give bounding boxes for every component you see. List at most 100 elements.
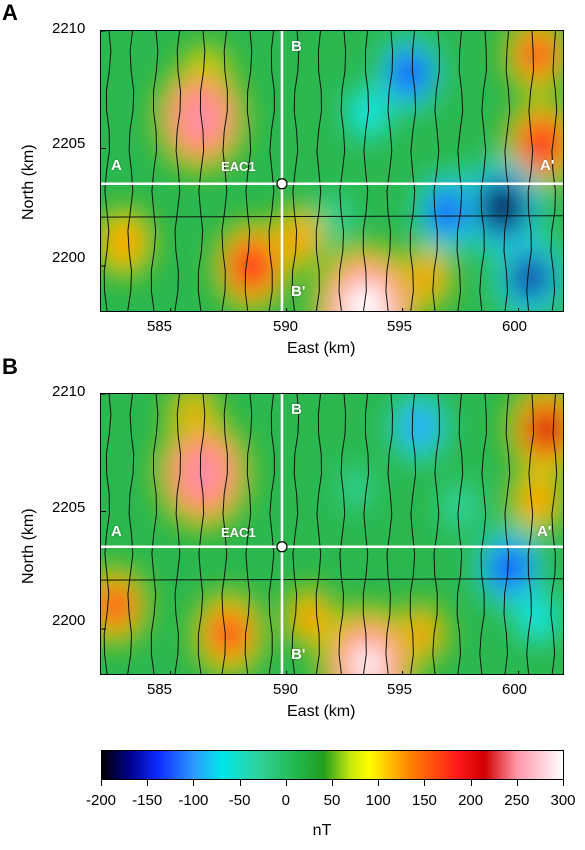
- flight-line: [174, 31, 182, 311]
- anomaly-blob: [520, 33, 555, 76]
- flight-line: [503, 394, 511, 674]
- colorbar-tick: [470, 780, 472, 786]
- x-tick-label: 595: [387, 681, 413, 698]
- colorbar-tick-label: 100: [365, 792, 391, 809]
- profile-b-end-label: B': [291, 646, 306, 663]
- well-marker: [276, 178, 288, 190]
- flight-line: [409, 31, 417, 311]
- anomaly-blob: [106, 220, 143, 265]
- flight-line: [526, 31, 535, 311]
- anomaly-blob: [512, 256, 549, 300]
- anomaly-blob: [234, 245, 269, 287]
- colorbar-tick: [516, 780, 518, 786]
- tie-line: [101, 578, 563, 581]
- flight-line: [127, 394, 135, 674]
- y-tick-label: 2200: [52, 612, 86, 629]
- anomaly-blob: [349, 642, 386, 674]
- flight-line: [150, 31, 159, 311]
- colorbar: [101, 750, 564, 780]
- flight-line: [268, 31, 275, 311]
- profile-a-start-label: A: [111, 523, 122, 540]
- y-axis-title: North (km): [20, 508, 37, 584]
- colorbar-tick-label: 150: [411, 792, 437, 809]
- anomaly-blob: [519, 478, 555, 521]
- flight-line: [432, 31, 440, 311]
- y-tick-label: 2205: [52, 135, 86, 152]
- x-tick-label: 585: [147, 318, 173, 335]
- flight-line: [221, 394, 228, 674]
- colorbar-tick: [239, 780, 241, 786]
- flight-line: [268, 394, 275, 674]
- profile-a-end-label: A': [537, 523, 552, 540]
- x-tick-label: 585: [147, 681, 173, 698]
- flight-line: [221, 31, 228, 311]
- colorbar-tick: [285, 780, 287, 786]
- colorbar-tick-label: -100: [178, 792, 209, 809]
- profile-b-end-label: B': [291, 283, 306, 300]
- flight-line: [385, 31, 394, 311]
- anomaly-blob: [401, 405, 437, 449]
- flight-line: [338, 394, 347, 674]
- flight-line: [103, 394, 112, 674]
- flight-line: [479, 31, 487, 311]
- flight-line: [362, 394, 370, 674]
- y-tick-label: 2205: [52, 499, 86, 516]
- anomaly-blob: [431, 191, 467, 233]
- tie-line: [101, 215, 563, 218]
- profile-a-end-label: A': [540, 157, 555, 174]
- flight-line: [197, 394, 206, 674]
- anomaly-blob: [293, 597, 327, 638]
- x-tick-label: 600: [502, 318, 528, 335]
- anomaly-blob: [185, 452, 221, 496]
- flight-line: [526, 394, 535, 674]
- well-label: EAC1: [221, 159, 256, 174]
- flight-line: [315, 31, 323, 311]
- well-label: EAC1: [221, 525, 256, 540]
- colorbar-tick: [424, 780, 426, 786]
- anomaly-map-b-svg: [101, 394, 563, 674]
- x-tick-label: 595: [387, 318, 413, 335]
- anomaly-blob: [524, 123, 559, 165]
- flight-line: [550, 394, 558, 674]
- flight-lines: [101, 31, 563, 311]
- flight-line: [103, 31, 112, 311]
- anomaly-blob: [444, 487, 477, 527]
- anomaly-blob: [183, 97, 218, 139]
- anomaly-blob: [392, 53, 427, 94]
- x-axis-title: East (km): [287, 703, 356, 720]
- flight-line: [150, 394, 159, 674]
- flight-line: [291, 31, 300, 311]
- y-tick-label: 2210: [52, 20, 86, 37]
- y-axis-title: North (km): [20, 144, 37, 220]
- flight-line: [456, 31, 464, 311]
- flight-line: [127, 31, 135, 311]
- anomaly-blob: [281, 217, 316, 259]
- anomaly-blob: [529, 408, 563, 451]
- anomaly-map-b: A A' B B' EAC1: [100, 393, 564, 675]
- flight-line: [315, 394, 323, 674]
- colorbar-tick: [101, 780, 102, 786]
- anomaly-blob: [492, 547, 527, 589]
- colorbar-tick-label: -50: [228, 792, 251, 809]
- flight-line: [291, 394, 300, 674]
- colorbar-tick-label: -150: [132, 792, 163, 809]
- colorbar-tick-label: 0: [281, 792, 290, 809]
- profile-b-start-label: B: [291, 38, 302, 55]
- colorbar-tick: [332, 780, 333, 786]
- colorbar-tick: [563, 780, 564, 786]
- colorbar-tick-label: -200: [85, 792, 117, 809]
- flight-line: [174, 394, 182, 674]
- flight-line: [479, 394, 487, 674]
- flight-line: [338, 31, 347, 311]
- well-marker: [276, 541, 288, 553]
- x-tick-label: 590: [273, 681, 299, 698]
- flight-line: [456, 394, 464, 674]
- x-axis-title: East (km): [287, 340, 356, 357]
- flight-line: [244, 394, 253, 674]
- flight-line: [244, 31, 253, 311]
- flight-line: [197, 31, 206, 311]
- anomaly-blob: [519, 596, 555, 639]
- colorbar-unit: nT: [312, 822, 332, 839]
- profile-b-start-label: B: [291, 401, 302, 418]
- flight-line: [503, 31, 511, 311]
